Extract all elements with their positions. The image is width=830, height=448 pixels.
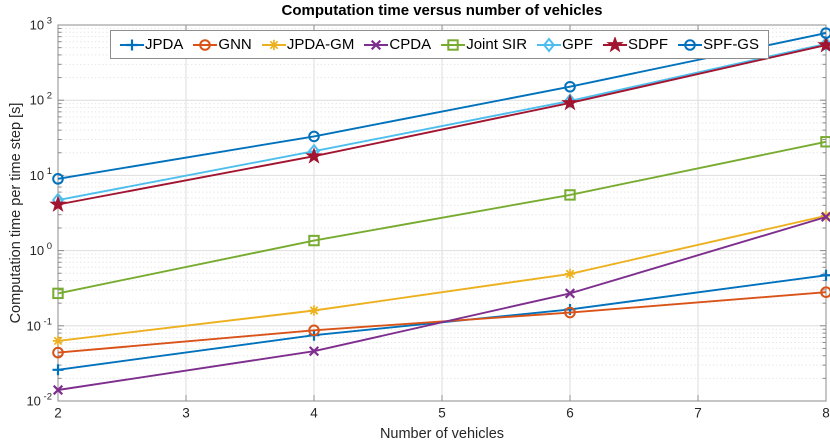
legend-label: Joint SIR (466, 36, 528, 53)
jpda-gm-marker-icon (261, 39, 286, 50)
series-joint-sir (52, 136, 830, 300)
series-spf-gs (52, 27, 830, 185)
cpda-marker-icon (364, 39, 389, 50)
gpf-marker-icon (537, 36, 562, 53)
legend-item-gnn: GNN (193, 36, 252, 53)
svg-text:10 1: 10 1 (30, 166, 52, 183)
y-tick-labels: 10 -2 10 -1 10 0 10 1 10 2 10 3 (26, 16, 52, 409)
legend-item-jpda: JPDA (120, 37, 183, 53)
legend-label: CPDA (389, 36, 432, 53)
legend-item-joint-sir: Joint SIR (441, 37, 527, 53)
legend-label: GPF (562, 36, 593, 53)
svg-text:3: 3 (182, 406, 190, 421)
svg-text:10 0: 10 0 (30, 241, 52, 258)
legend-item-gpf: GPF (537, 36, 593, 53)
series-cpda (52, 211, 830, 396)
legend-label: SPF-GS (703, 36, 759, 53)
svg-text:7: 7 (694, 406, 702, 421)
major-gridlines (58, 25, 826, 401)
legend-item-sdpf: SDPF (603, 36, 669, 53)
joint-sir-marker-icon (441, 38, 466, 51)
svg-text:8: 8 (822, 406, 830, 421)
gnn-marker-icon (193, 38, 218, 51)
x-axis-label: Number of vehicles (379, 426, 505, 442)
svg-text:10 2: 10 2 (30, 91, 52, 108)
svg-text:4: 4 (310, 406, 318, 421)
legend-label: JPDA-GM (286, 36, 355, 53)
chart-title: Computation time versus number of vehicl… (281, 2, 603, 19)
svg-text:6: 6 (566, 406, 574, 421)
jpda-marker-icon (120, 39, 144, 50)
svg-text:5: 5 (438, 406, 446, 421)
legend-item-jpda-gm: JPDA-GM (261, 36, 355, 53)
svg-text:10 -2: 10 -2 (26, 392, 52, 409)
x-tick-labels: 2 3 4 5 6 7 8 (54, 406, 830, 421)
legend-label: GNN (218, 36, 252, 53)
series-sdpf (49, 35, 830, 212)
sdpf-marker-icon (603, 36, 628, 52)
svg-text:2: 2 (54, 406, 62, 421)
legend-label: SDPF (628, 36, 669, 53)
legend-item-cpda: CPDA (364, 37, 431, 53)
spf-gs-marker-icon (678, 38, 703, 51)
legend-item-spf-gs: SPF-GS (678, 37, 759, 53)
svg-text:10 3: 10 3 (30, 16, 52, 33)
svg-text:10 -1: 10 -1 (26, 316, 52, 333)
legend-label: JPDA (145, 36, 184, 53)
legend: JPDA GNN JPDA-GM CPDA Joint SIR GPF SDPF SPF-GS (110, 30, 769, 59)
